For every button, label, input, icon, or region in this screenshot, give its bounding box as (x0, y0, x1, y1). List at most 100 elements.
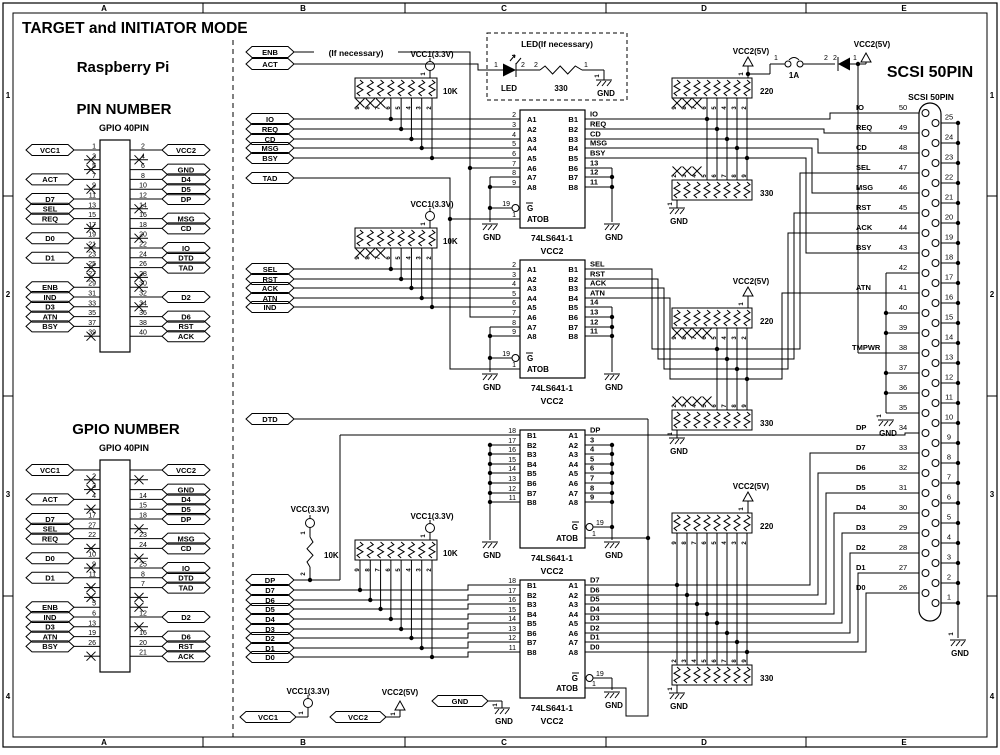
pin-number: 5 (396, 106, 402, 110)
gnd-icon (492, 224, 498, 231)
bus-wire (600, 572, 919, 643)
scsi-pin-number: 43 (899, 243, 907, 252)
scsi-pin-hole (931, 379, 940, 387)
pin-number: 1 (739, 302, 745, 306)
chip-output-signal: BSY (590, 149, 605, 158)
scsi-pin-hole (931, 419, 940, 427)
pin-number-title: PIN NUMBER (76, 101, 171, 118)
chip-pin-label: A6 (568, 479, 578, 488)
junction-dot (398, 626, 404, 632)
pin-number: 8 (141, 173, 145, 180)
pin-flag-act-label: ACT (42, 175, 58, 184)
chip-pin-label: A2 (527, 125, 537, 134)
scsi-pin-hole (931, 439, 940, 447)
wire-data (294, 651, 505, 658)
chip-pin-label: B8 (568, 183, 578, 192)
pin-number: 16 (508, 447, 516, 454)
signal-flag-enb-label: ENB (262, 48, 278, 57)
chip-pin-label: B8 (568, 332, 578, 341)
scsi-pin-hole (931, 279, 940, 287)
resistor-network-220 (671, 512, 753, 534)
junction-dot (694, 601, 700, 607)
vcc-label: VCC2(5V) (854, 40, 891, 49)
pin-number: 1 (739, 507, 745, 511)
scsi-pin-hole (921, 569, 930, 577)
pin-flag-enb-label: ENB (42, 283, 58, 292)
vcc-label: VCC1(3.3V) (410, 200, 453, 209)
pin-flag-sel-label: SEL (43, 525, 58, 534)
pin-number: 5 (92, 163, 96, 170)
chip-pin-label: A1 (527, 115, 537, 124)
pin-number: 19 (88, 630, 96, 637)
scsi-pin-hole (931, 259, 940, 267)
pin-flag-dp (161, 193, 211, 205)
pin-number: 5 (396, 568, 402, 572)
signal-flag-d4-label: D4 (265, 615, 275, 624)
x-mark-icon (134, 592, 144, 603)
pin-flag-d3-label: D3 (45, 303, 55, 312)
pin-number: 2 (427, 256, 433, 260)
chip-pin-label: A8 (568, 648, 578, 657)
junction-dot (744, 376, 750, 382)
scsi-signal-label: TMPWR (852, 343, 881, 352)
pin-number: 14 (508, 466, 516, 473)
scsi-pin-hole (921, 209, 930, 217)
chip-atob-label: ATOB (527, 365, 549, 374)
pin-flag-d0-label: D0 (45, 234, 55, 243)
pin-flag-vcc2-label: VCC2 (176, 466, 196, 475)
pin-flag-cd (161, 542, 211, 555)
x-mark-icon (355, 98, 365, 108)
resistor-zigzag (407, 541, 416, 559)
gnd-icon (674, 693, 680, 700)
scsi-pin-hole (931, 499, 940, 507)
resistor-zigzag (723, 666, 731, 684)
fuse-icon (788, 57, 800, 61)
pin-number: 21 (139, 650, 147, 657)
pin-number: 7 (376, 568, 382, 572)
resistor-zigzag (733, 309, 741, 327)
g-bubble-icon (511, 354, 520, 362)
junction-dot (744, 155, 750, 161)
junction-dot (398, 126, 404, 132)
pin-flag-d2 (161, 611, 211, 623)
resistor-value: 10K (443, 237, 458, 246)
gnd-label: GND (605, 701, 623, 710)
scsi-pin-hole (931, 539, 940, 547)
resistor-zigzag (356, 229, 364, 247)
pin-flag-cd-label: CD (181, 224, 192, 233)
pin-number: 4 (512, 281, 516, 288)
pin-number: 16 (139, 630, 147, 637)
pin-number: 2 (427, 568, 433, 572)
chip-output-signal: DP (590, 426, 600, 435)
pin-number: 13 (88, 202, 96, 209)
junction-dot (487, 184, 493, 190)
chip-pin-label: A1 (568, 581, 578, 590)
junction-dot (645, 535, 651, 541)
pin-number: 15 (88, 212, 96, 219)
pin-number: 2 (521, 62, 525, 69)
pin-number: 2 (92, 473, 96, 480)
scsi-signal-label: MSG (856, 183, 873, 192)
pin-number: 22 (88, 532, 96, 539)
pin-number: 6 (702, 336, 708, 340)
resistor-value: 330 (554, 84, 568, 93)
scsi-pin-number: 9 (947, 433, 951, 442)
scsi-pin-hole (921, 489, 930, 497)
scsi-signal-label: RST (856, 203, 871, 212)
power-flag-gnd-label: GND (452, 697, 469, 706)
scsi-title: SCSI 50PIN (887, 64, 973, 81)
pin-number: 3 (682, 174, 688, 178)
pin-number: 1 (774, 55, 778, 62)
pin-number: 18 (508, 578, 516, 585)
ruler-col-label: A (101, 738, 107, 747)
pin-number: 35 (88, 310, 96, 317)
pin-flag-sel-label: SEL (43, 205, 58, 214)
resistor-zigzag (397, 79, 406, 97)
x-mark-icon (682, 166, 692, 176)
resistor-zigzag (539, 65, 583, 75)
power-flag-vcc1-label: VCC1 (258, 713, 278, 722)
pin-flag-dtd-label: DTD (178, 254, 194, 263)
pin-number: 6 (702, 106, 708, 110)
resistor-zigzag (723, 514, 731, 532)
scsi-pin-hole (931, 359, 940, 367)
